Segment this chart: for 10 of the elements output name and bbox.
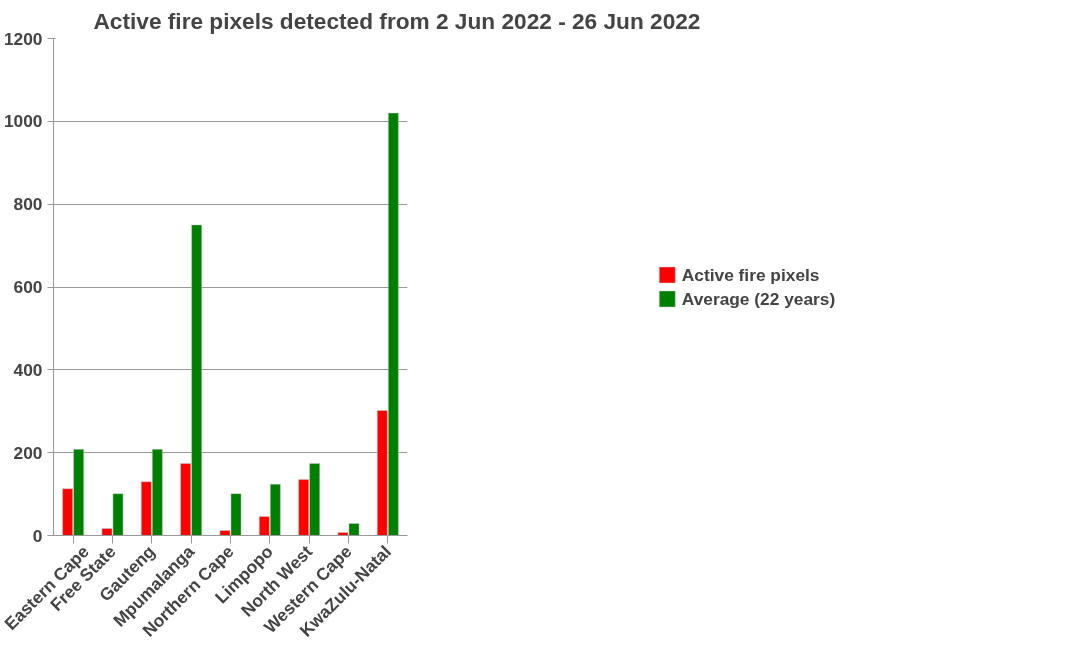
legend-label: Average (22 years) — [681, 288, 836, 309]
y-tick-label: 600 — [13, 277, 43, 297]
y-tick-label: 800 — [13, 194, 43, 215]
y-tick-label: 200 — [13, 442, 43, 463]
y-tick-label: 400 — [13, 359, 43, 380]
legend-label: Active fire pixels — [681, 264, 820, 285]
y-tick-label: 1200 — [3, 28, 43, 49]
chart-title: Active fire pixels detected from 2 Jun 2022 - 26 Jun 2022 — [93, 7, 701, 34]
y-tick-label: 0 — [32, 525, 43, 546]
y-tick-label: 1000 — [3, 111, 43, 132]
